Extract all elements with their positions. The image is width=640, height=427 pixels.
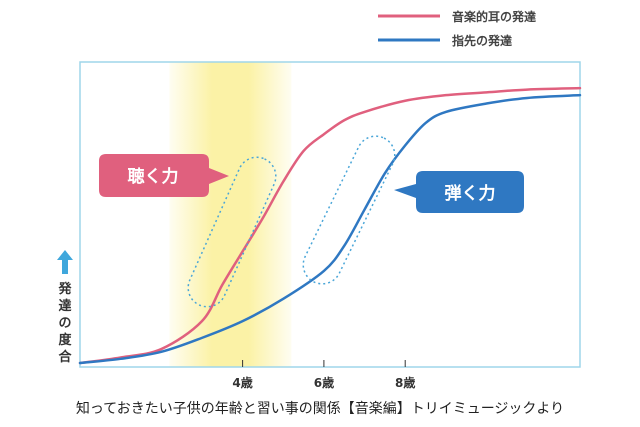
playing-highlight-ellipse: [302, 135, 396, 285]
y-axis-label-char: 合: [58, 349, 72, 365]
y-axis-label-char: の: [58, 316, 71, 331]
up-arrow-icon: [57, 250, 73, 274]
x-tick-label: 6歳: [314, 375, 334, 390]
hearing-callout-label: 聴く力: [128, 166, 179, 187]
series-lines: [78, 86, 582, 365]
x-tick-label: 8歳: [395, 375, 415, 390]
y-axis-label-char: 発: [57, 281, 72, 297]
finger-development-line: [78, 93, 582, 365]
highlight-age-band: [169, 62, 292, 367]
playing-callout: 弾く力: [394, 171, 524, 213]
playing-callout-label: 弾く力: [445, 183, 496, 204]
hearing-development-line: [78, 86, 582, 365]
hearing-highlight-ellipse: [187, 156, 277, 308]
plot-frame: [79, 61, 581, 368]
x-ticks: 4歳 6歳 8歳: [232, 360, 415, 390]
y-axis-label-char: 達: [58, 298, 71, 314]
source-caption: 知っておきたい子供の年齢と習い事の関係【音楽編】トリイミュージックより: [75, 401, 565, 417]
legend: 音楽的耳の発達 指先の発達: [378, 9, 536, 48]
y-axis-label-char: 度: [58, 332, 72, 348]
legend-label-fingers: 指先の発達: [452, 33, 512, 48]
highlight-band-group: [169, 62, 292, 367]
x-tick-label: 4歳: [232, 375, 252, 390]
playing-callout-box: [394, 171, 524, 213]
hearing-callout: 聴く力: [99, 154, 229, 197]
hearing-callout-box: [99, 154, 229, 197]
legend-label-hearing: 音楽的耳の発達: [452, 9, 536, 24]
